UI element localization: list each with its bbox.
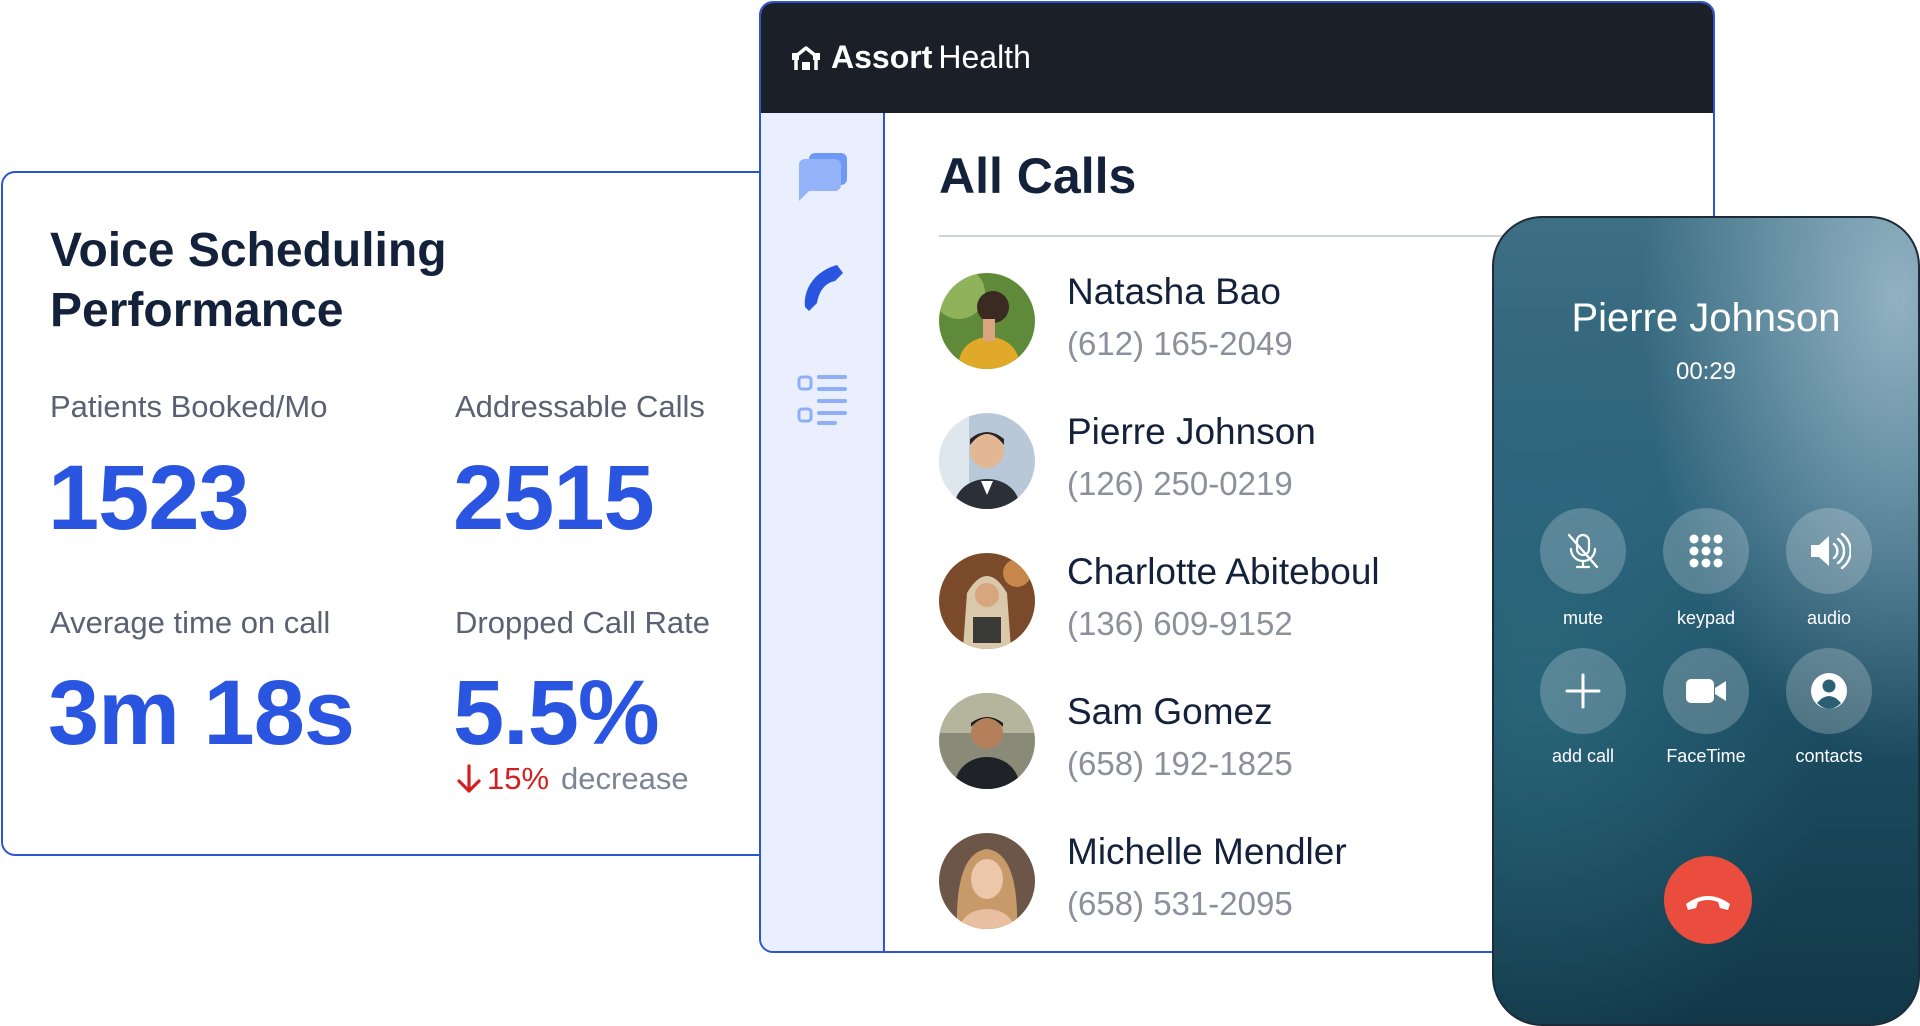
contact-name: Sam Gomez <box>1067 691 1273 732</box>
metric-value-patients-booked: 1523 <box>48 447 250 549</box>
mic-off-icon <box>1567 533 1599 569</box>
sidebar <box>761 113 885 951</box>
contact-phone: (658) 531-2095 <box>1067 885 1293 922</box>
call-timer: 00:29 <box>1675 358 1737 385</box>
delta-percent: 15% <box>487 761 550 796</box>
keypad-label: keypad <box>1676 608 1736 628</box>
metric-label-patients-booked: Patients Booked/Mo <box>50 389 328 424</box>
audio-button[interactable] <box>1786 508 1872 594</box>
contact-name: Charlotte Abiteboul <box>1067 551 1380 592</box>
video-icon <box>1686 679 1726 703</box>
contact-phone: (126) 250-0219 <box>1067 465 1293 502</box>
facetime-label: FaceTime <box>1666 746 1746 766</box>
delta-indicator: 15% decrease <box>455 761 689 797</box>
metric-value-addressable-calls: 2515 <box>453 447 655 549</box>
performance-title: Voice Scheduling Performance <box>50 224 447 337</box>
avatar <box>939 833 1035 929</box>
contact-phone: (136) 609-9152 <box>1067 605 1293 642</box>
contact-row[interactable]: Michelle Mendler (658) 531-2095 <box>939 831 1639 933</box>
avatar <box>939 693 1035 789</box>
title-divider <box>939 235 1699 237</box>
metric-value-dropped-call-rate: 5.5% <box>453 662 660 764</box>
contacts-label: contacts <box>1795 746 1863 766</box>
delta-text: decrease <box>561 761 689 796</box>
arrow-down-icon <box>457 764 481 793</box>
end-call-button[interactable] <box>1664 856 1752 944</box>
contact-row[interactable]: Pierre Johnson (126) 250-0219 <box>939 411 1639 513</box>
metric-value-average-time: 3m 18s <box>48 662 355 764</box>
brand-name-light: Health <box>938 39 1031 75</box>
contact-name: Pierre Johnson <box>1067 411 1316 452</box>
contact-name: Natasha Bao <box>1067 271 1281 312</box>
metric-label-addressable-calls: Addressable Calls <box>455 389 705 424</box>
hang-up-icon <box>1686 896 1730 910</box>
facetime-button[interactable] <box>1663 648 1749 734</box>
contact-phone: (612) 165-2049 <box>1067 325 1293 362</box>
messages-icon[interactable] <box>795 149 851 205</box>
brand-logo[interactable]: Assort Health <box>791 39 1031 76</box>
contact-row[interactable]: Charlotte Abiteboul (136) 609-9152 <box>939 551 1639 653</box>
mute-label: mute <box>1562 608 1604 628</box>
contact-row[interactable]: Sam Gomez (658) 192-1825 <box>939 691 1639 793</box>
keypad-icon <box>1689 534 1723 568</box>
avatar <box>939 273 1035 369</box>
performance-card: Voice Scheduling Performance Patients Bo… <box>1 171 801 856</box>
contact-icon <box>1811 673 1847 709</box>
app-header: Assort Health <box>761 3 1713 113</box>
mute-button[interactable] <box>1540 508 1626 594</box>
contacts-button[interactable] <box>1786 648 1872 734</box>
page-title: All Calls <box>939 148 1137 204</box>
add-call-button[interactable] <box>1540 648 1626 734</box>
audio-label: audio <box>1806 608 1852 628</box>
contact-phone: (658) 192-1825 <box>1067 745 1293 782</box>
brand-name-bold: Assort <box>831 39 933 75</box>
metric-label-average-time: Average time on call <box>50 605 331 640</box>
add-call-label: add call <box>1551 746 1615 766</box>
avatar <box>939 413 1035 509</box>
metric-label-dropped-call-rate: Dropped Call Rate <box>455 605 711 640</box>
speaker-icon <box>1811 532 1851 570</box>
phone-call-screen: Pierre Johnson 00:29 mute keypad audio a… <box>1492 216 1920 1026</box>
contact-row[interactable]: Natasha Bao (612) 165-2049 <box>939 271 1639 373</box>
assort-logo-icon <box>792 45 820 70</box>
avatar <box>939 553 1035 649</box>
keypad-button[interactable] <box>1663 508 1749 594</box>
plus-icon <box>1565 673 1601 709</box>
contact-name: Michelle Mendler <box>1067 831 1347 872</box>
caller-name: Pierre Johnson <box>1571 296 1841 340</box>
phone-icon[interactable] <box>795 259 851 315</box>
list-icon[interactable] <box>795 371 851 427</box>
